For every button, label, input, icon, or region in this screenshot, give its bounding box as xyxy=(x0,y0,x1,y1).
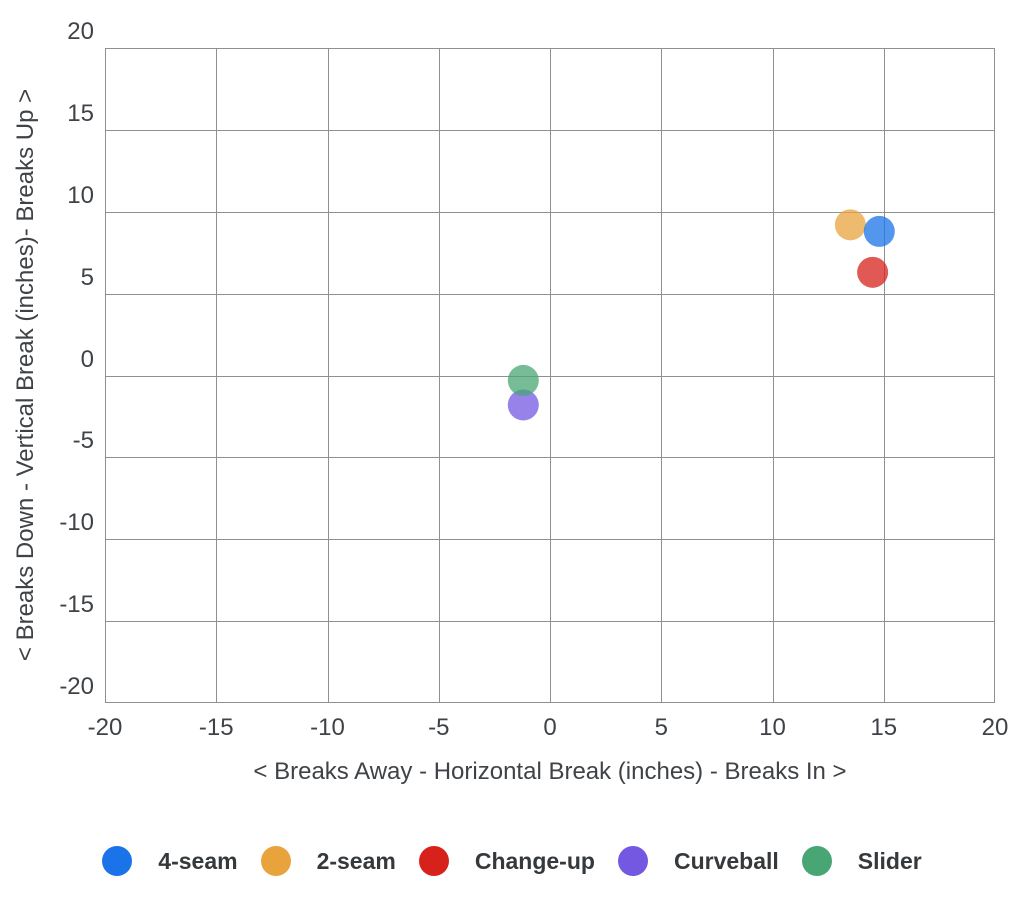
plot-area xyxy=(105,48,995,703)
legend: 4-seam 2-seam Change-up Curveball Slider xyxy=(0,846,1024,876)
y-tick-label-20: 20 xyxy=(67,18,94,45)
data-point-2-seam xyxy=(834,209,866,241)
x-tick-label-0: 0 xyxy=(543,714,557,741)
legend-label-curveball: Curveball xyxy=(673,847,779,874)
data-point-slider xyxy=(507,364,539,396)
x-tick-label-10: 10 xyxy=(759,714,786,741)
y-tick-label-0: 0 xyxy=(80,345,94,373)
x-axis-title: < Breaks Away - Horizontal Break (inches… xyxy=(253,758,847,785)
legend-item-slider: Slider xyxy=(801,846,922,876)
legend-swatch-slider-icon xyxy=(801,846,832,876)
x-tick-label-5: 5 xyxy=(654,714,668,741)
y-tick-label--20: -20 xyxy=(59,673,94,700)
legend-swatch-4-seam-icon xyxy=(102,846,133,876)
x-tick-label--20: -20 xyxy=(87,714,123,741)
legend-item-2-seam: 2-seam xyxy=(260,846,396,876)
y-tick-label-10: 10 xyxy=(67,181,94,209)
legend-label-slider: Slider xyxy=(857,847,922,874)
legend-item-4-seam: 4-seam xyxy=(102,846,238,876)
legend-item-change-up: Change-up xyxy=(418,846,595,876)
x-tick-label--15: -15 xyxy=(198,714,234,741)
x-tick-label--5: -5 xyxy=(428,714,450,741)
data-point-4-seam xyxy=(863,215,895,247)
legend-label-4-seam: 4-seam xyxy=(158,847,238,874)
y-tick-label-5: 5 xyxy=(80,263,94,291)
data-point-curveball xyxy=(507,389,539,421)
legend-swatch-change-up-icon xyxy=(418,846,449,876)
y-tick-label--15: -15 xyxy=(59,591,94,619)
x-tick-label--10: -10 xyxy=(310,714,345,741)
y-tick-label--5: -5 xyxy=(72,427,94,455)
y-tick-label--10: -10 xyxy=(59,509,94,537)
legend-swatch-curveball-icon xyxy=(617,846,648,876)
legend-item-curveball: Curveball xyxy=(617,846,779,876)
legend-label-2-seam: 2-seam xyxy=(316,847,396,874)
legend-swatch-2-seam-icon xyxy=(260,846,291,876)
y-tick-label-15: 15 xyxy=(67,99,94,127)
data-point-change-up xyxy=(857,256,889,288)
x-tick-label-15: 15 xyxy=(870,714,898,741)
x-tick-label-20: 20 xyxy=(981,714,1009,741)
y-axis-title: < Breaks Down - Vertical Break (inches)-… xyxy=(12,88,39,662)
legend-label-change-up: Change-up xyxy=(474,847,595,874)
